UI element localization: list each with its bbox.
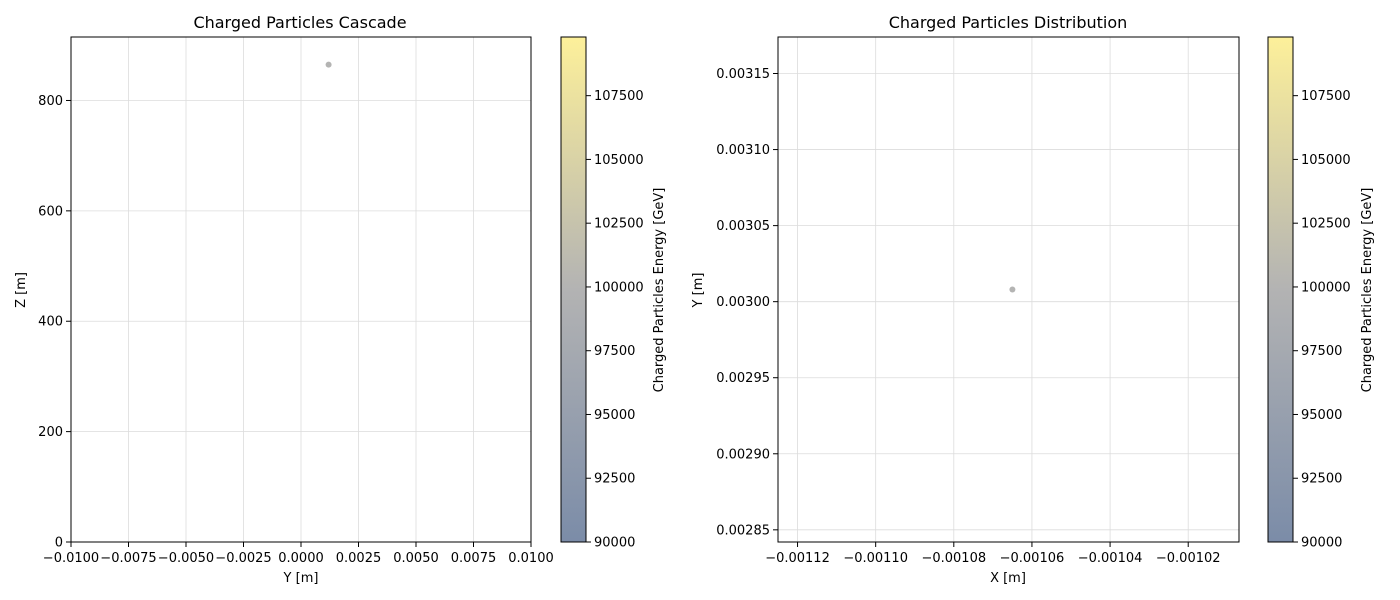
x-tick-label: −0.00102 <box>1156 551 1221 566</box>
x-axis-label: X [m] <box>990 571 1026 586</box>
y-tick-label: 200 <box>38 425 63 440</box>
colorbar-tick-label: 90000 <box>1301 536 1342 551</box>
x-tick-label: −0.0050 <box>158 551 214 566</box>
x-tick-label: −0.00112 <box>765 551 830 566</box>
colorbar-gradient <box>1267 36 1294 543</box>
y-tick-label: 400 <box>38 315 63 330</box>
colorbar-tick-label: 100000 <box>594 280 644 295</box>
colorbar-tick-label: 107500 <box>594 89 644 104</box>
colorbar-tick-label: 102500 <box>1301 217 1351 232</box>
x-tick-label: 0.0100 <box>508 551 554 566</box>
colorbar-tick-label: 95000 <box>594 408 635 423</box>
data-point <box>325 61 332 68</box>
y-tick-label: 0.00295 <box>716 371 770 386</box>
colorbar-tick-label: 105000 <box>594 153 644 168</box>
colorbar-label: Charged Particles Energy [GeV] <box>1360 188 1375 393</box>
colorbar-tick-label: 107500 <box>1301 89 1351 104</box>
colorbar: 90000 92500 95000 97500 100000 102500 105000 10… <box>1267 36 1375 551</box>
x-tick-label: −0.00104 <box>1078 551 1143 566</box>
chart-title: Charged Particles Cascade <box>193 13 406 32</box>
scatter-points <box>325 61 332 68</box>
x-tick-label: −0.0100 <box>43 551 99 566</box>
colorbar-ticks: 90000 92500 95000 97500 100000 102500 105000 10… <box>586 89 644 551</box>
x-tick-label: −0.0075 <box>100 551 156 566</box>
y-tick-label: 0.00305 <box>716 219 770 234</box>
y-tick-label: 600 <box>38 204 63 219</box>
data-point <box>1009 286 1016 293</box>
y-axis-label: Z [m] <box>14 272 29 308</box>
x-tick-label: −0.00106 <box>1000 551 1065 566</box>
y-tick-label: 0.00285 <box>716 523 770 538</box>
y-tick-label: 0.00290 <box>716 447 770 462</box>
cascade-chart: Charged Particles Cascade −0.0100 −0.0075… <box>14 13 667 586</box>
colorbar-tick-label: 102500 <box>594 217 644 232</box>
y-axis: 0 200 400 600 800 <box>38 94 71 551</box>
y-tick-label: 0.00300 <box>716 295 770 310</box>
y-axis: 0.00285 0.00290 0.00295 0.00300 0.00305 0.003… <box>716 67 778 538</box>
chart-title: Charged Particles Distribution <box>889 13 1128 32</box>
x-tick-label: 0.0050 <box>393 551 439 566</box>
colorbar-tick-label: 97500 <box>594 344 635 359</box>
colorbar-tick-label: 97500 <box>1301 344 1342 359</box>
x-axis: −0.00112 −0.00110 −0.00108 −0.00106 −0.00104… <box>765 542 1221 566</box>
colorbar-tick-label: 105000 <box>1301 153 1351 168</box>
grid <box>70 37 532 543</box>
y-tick-label: 0.00310 <box>716 143 770 158</box>
x-tick-label: 0.0000 <box>278 551 324 566</box>
x-tick-label: −0.00108 <box>921 551 986 566</box>
grid <box>778 37 1239 542</box>
colorbar-label: Charged Particles Energy [GeV] <box>652 188 667 393</box>
plot-frame <box>777 36 1240 543</box>
colorbar-tick-label: 92500 <box>1301 472 1342 487</box>
distribution-chart: Charged Particles Distribution −0.00112−… <box>691 13 1375 586</box>
colorbar-tick-label: 90000 <box>594 536 635 551</box>
x-tick-label: 0.0025 <box>336 551 382 566</box>
colorbar-tick-label: 92500 <box>594 472 635 487</box>
scatter-points <box>1009 286 1016 293</box>
colorbar-tick-label: 95000 <box>1301 408 1342 423</box>
y-tick-label: 800 <box>38 94 63 109</box>
x-tick-label: 0.0075 <box>451 551 497 566</box>
x-tick-label: −0.00110 <box>843 551 908 566</box>
colorbar-ticks: 90000 92500 95000 97500 100000 102500 105000 10… <box>1293 89 1351 551</box>
colorbar-gradient <box>560 36 587 543</box>
x-axis-label: Y [m] <box>283 571 319 586</box>
x-axis: −0.0100 −0.0075 −0.0050 −0.0025 0.0000 0.0025… <box>43 542 554 566</box>
y-tick-label: 0.00315 <box>716 67 770 82</box>
x-tick-label: −0.0025 <box>215 551 271 566</box>
colorbar-tick-label: 100000 <box>1301 280 1351 295</box>
y-axis-label: Y [m] <box>691 273 706 309</box>
colorbar: 90000 92500 95000 97500 100000 102500 105000 10… <box>560 36 667 551</box>
y-tick-label: 0 <box>55 536 63 551</box>
